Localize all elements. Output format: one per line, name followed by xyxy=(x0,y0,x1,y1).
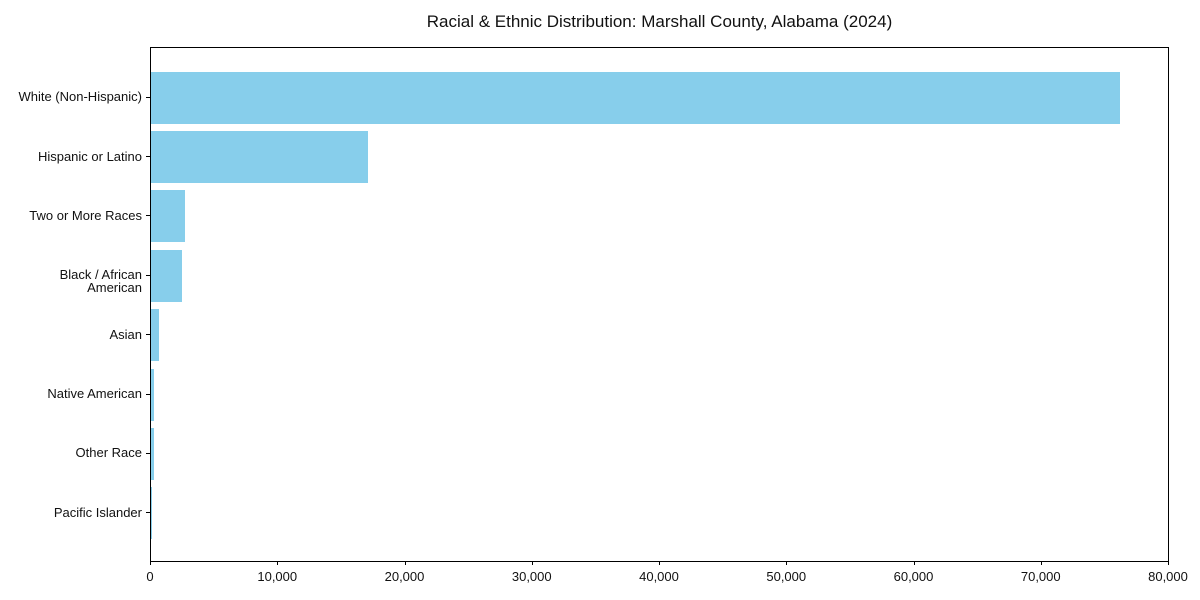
y-tick-mark xyxy=(146,274,150,276)
y-tick-label: Native American xyxy=(47,386,142,402)
x-tick-mark xyxy=(1040,561,1042,565)
y-tick-mark xyxy=(146,452,150,454)
y-tick-label: Two or More Races xyxy=(29,207,142,223)
x-tick-label: 30,000 xyxy=(511,569,552,584)
y-tick-mark xyxy=(146,512,150,514)
x-tick-mark xyxy=(1168,561,1169,565)
x-tick-mark xyxy=(531,561,533,565)
bar-two-or-more-races xyxy=(151,190,186,243)
y-tick-label: Other Race xyxy=(75,445,142,461)
y-tick-mark xyxy=(146,156,150,158)
bar-pacific-islander xyxy=(151,487,152,540)
y-tick-label: Asian xyxy=(109,326,142,342)
x-tick-mark xyxy=(659,561,660,565)
y-tick-label: White (Non-Hispanic) xyxy=(18,89,142,105)
y-tick-mark xyxy=(146,215,150,217)
x-tick-label: 80,000 xyxy=(1148,569,1188,584)
chart-title: Racial & Ethnic Distribution: Marshall C… xyxy=(426,12,893,31)
bar-asian xyxy=(151,309,159,362)
x-tick-label: 20,000 xyxy=(384,569,425,584)
bar-native-american xyxy=(151,368,154,421)
x-tick-label: 60,000 xyxy=(893,569,934,584)
bar-other-race xyxy=(151,427,155,480)
x-tick-label: 10,000 xyxy=(257,569,298,584)
y-tick-mark xyxy=(146,334,150,336)
bar-black-african-american xyxy=(151,249,183,302)
plot-area xyxy=(150,47,1169,562)
x-tick-mark xyxy=(150,561,151,565)
y-tick-label: Black / African American xyxy=(59,267,142,296)
y-tick-mark xyxy=(146,393,150,395)
y-tick-mark xyxy=(146,96,150,98)
x-tick-mark xyxy=(404,561,406,565)
bar-white-non-hispanic xyxy=(151,71,1120,124)
x-tick-label: 0 xyxy=(146,569,154,584)
x-tick-label: 40,000 xyxy=(639,569,679,584)
x-tick-mark xyxy=(277,561,279,565)
x-tick-mark xyxy=(786,561,788,565)
bar-hispanic-or-latino xyxy=(151,131,369,184)
x-tick-label: 70,000 xyxy=(1020,569,1061,584)
y-tick-label: Pacific Islander xyxy=(53,504,142,520)
x-tick-mark xyxy=(913,561,915,565)
x-tick-label: 50,000 xyxy=(766,569,807,584)
y-tick-label: Hispanic or Latino xyxy=(37,148,142,164)
